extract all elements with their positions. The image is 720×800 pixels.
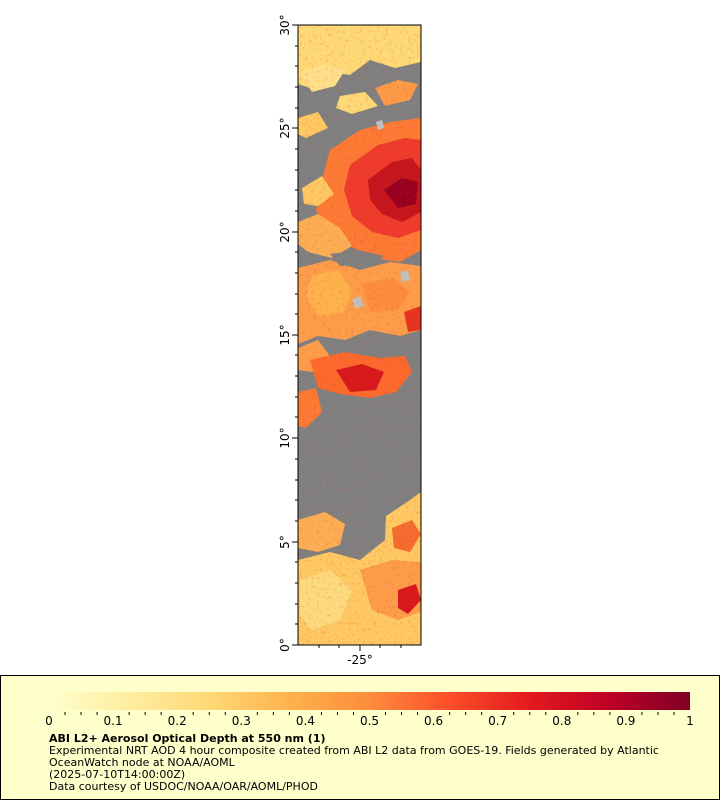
legend-description-line1: Experimental NRT AOD 4 hour composite cr… — [49, 744, 659, 757]
legend-title: ABI L2+ Aerosol Optical Depth at 550 nm … — [49, 732, 326, 745]
aod-speckle-texture — [298, 25, 421, 645]
colorbar-tick-label: 0.2 — [168, 714, 187, 728]
colorbar-tick-label: 0.8 — [552, 714, 571, 728]
aod-map: 0° 5° 10° 15° 20° 25° 30° -25° — [278, 14, 422, 667]
legend-description-line2: OceanWatch node at NOAA/AOML — [49, 756, 235, 769]
lat-tick-label-25: 25° — [278, 117, 292, 138]
colorbar-tick-label: 0.5 — [360, 714, 379, 728]
colorbar-tick-label: 0.7 — [488, 714, 507, 728]
legend-panel: 0 0.1 0.2 0.3 0.4 0.5 0.6 0.7 0.8 0.9 1 ABI L2+ Ae… — [0, 675, 720, 800]
legend-credit: Data courtesy of USDOC/NOAA/OAR/AOML/PHO… — [49, 780, 318, 793]
map-plot-area — [298, 25, 421, 645]
lat-tick-label-5: 5° — [278, 535, 292, 549]
colorbar-tick-label: 0.3 — [232, 714, 251, 728]
colorbar-tick-label: 0.6 — [424, 714, 443, 728]
lat-tick-label-15: 15° — [278, 324, 292, 345]
latitude-axis: 0° 5° 10° 15° 20° 25° 30° — [278, 14, 298, 652]
lat-tick-label-0: 0° — [278, 638, 292, 652]
colorbar-tick-label: 0 — [45, 714, 53, 728]
colorbar: 0 0.1 0.2 0.3 0.4 0.5 0.6 0.7 0.8 0.9 1 — [45, 692, 694, 728]
colorbar-tick-label: 1 — [686, 714, 694, 728]
legend-text: ABI L2+ Aerosol Optical Depth at 550 nm … — [49, 733, 709, 793]
colorbar-ticks: 0 0.1 0.2 0.3 0.4 0.5 0.6 0.7 0.8 0.9 1 — [45, 712, 694, 728]
legend-timestamp: (2025-07-10T14:00:00Z) — [49, 768, 186, 781]
lat-tick-label-10: 10° — [278, 427, 292, 448]
colorbar-ramp — [49, 692, 690, 710]
lon-tick-label-minus-25: -25° — [347, 653, 373, 667]
longitude-axis — [318, 645, 402, 651]
colorbar-tick-label: 0.4 — [296, 714, 315, 728]
colorbar-tick-label: 0.1 — [104, 714, 123, 728]
colorbar-tick-label: 0.9 — [616, 714, 635, 728]
lat-tick-label-30: 30° — [278, 14, 292, 35]
lat-tick-label-20: 20° — [278, 221, 292, 242]
